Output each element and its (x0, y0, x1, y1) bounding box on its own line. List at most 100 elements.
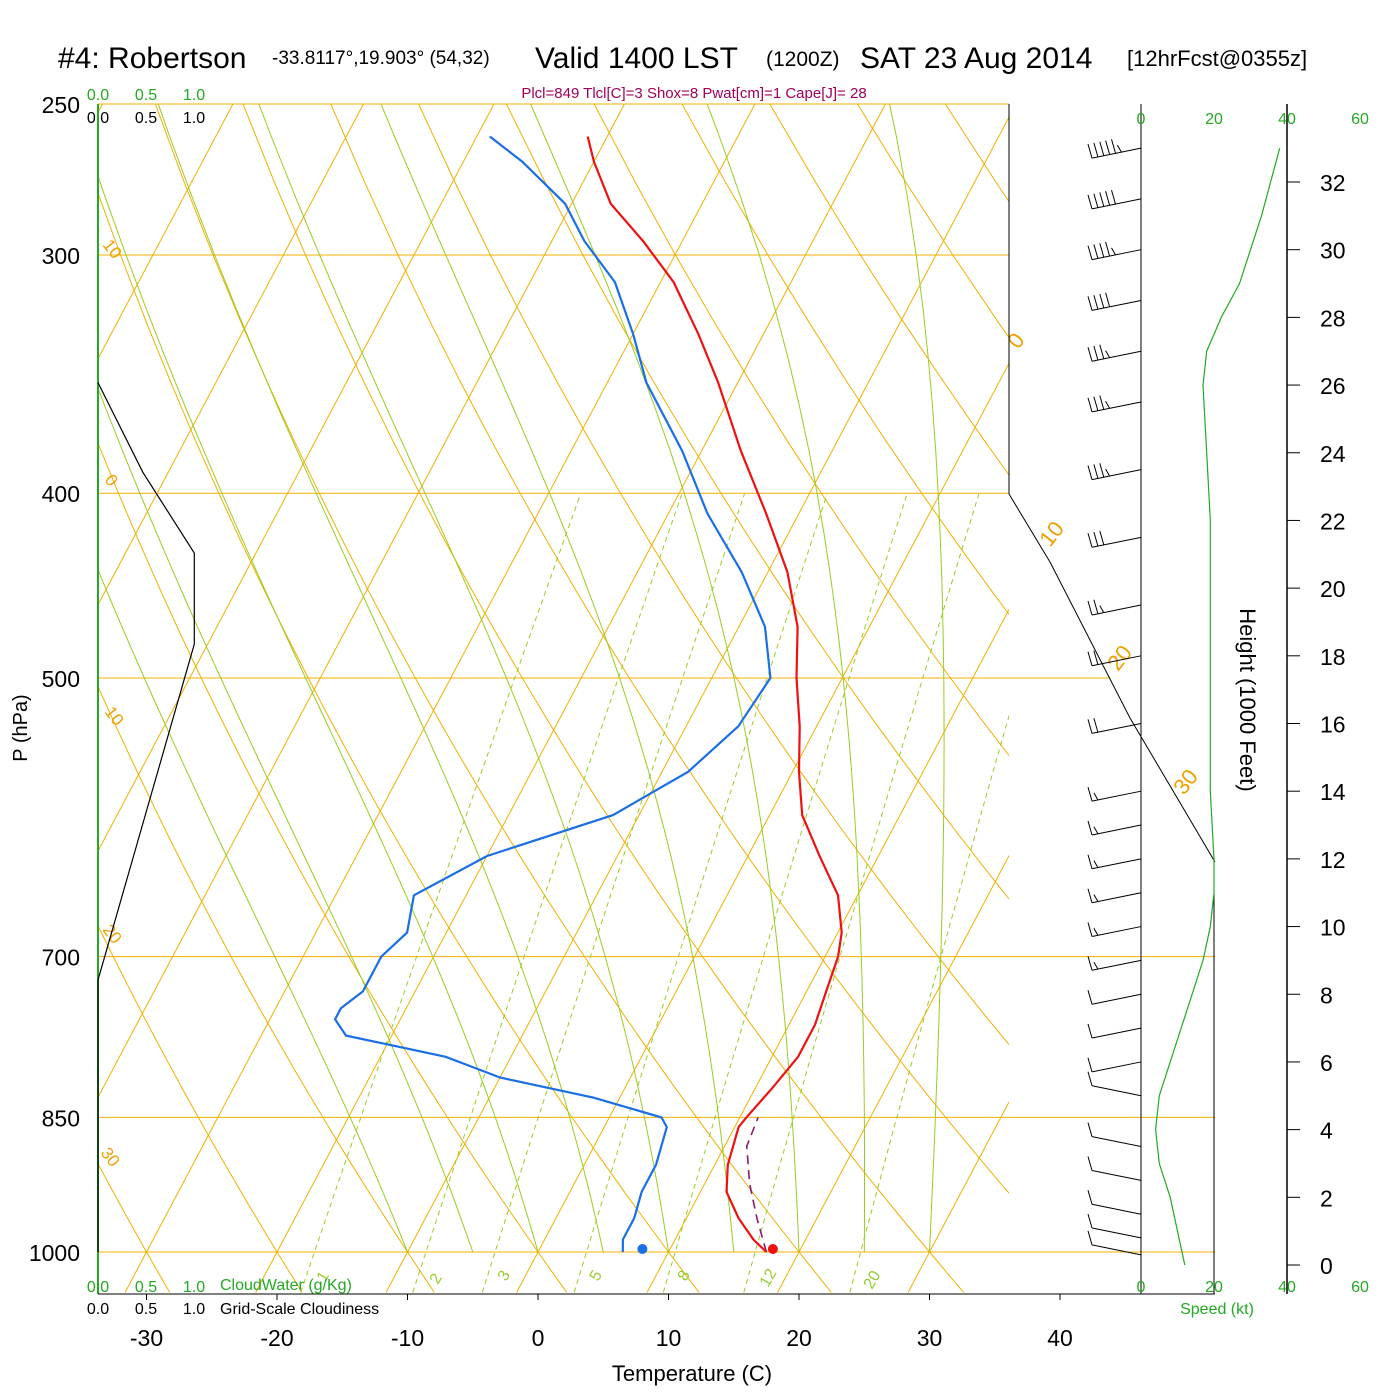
dry-adiabat-line (418, 104, 1009, 1046)
temperature-axis: -30 -20 -10 0 10 20 30 40 (130, 1294, 1073, 1351)
dry-adiabat-line (856, 104, 1009, 339)
height-tick-label: 4 (1320, 1118, 1333, 1144)
wind-barb (1087, 854, 1142, 870)
bottom-cl-label: Grid-Scale Cloudiness (220, 1301, 379, 1318)
top-cw-tick: 0.5 (135, 87, 157, 104)
dry-adiabat-line (505, 104, 1009, 900)
height-tick-label: 16 (1320, 712, 1346, 738)
isotherm-labels: 0 10 20 30 (1002, 328, 1203, 799)
isotherm-label: 30 (1168, 764, 1203, 799)
bottom-cw-tick: 1.0 (183, 1279, 205, 1296)
isotherm-line (777, 854, 1009, 1293)
dry-adiabat-labels: 10 0 10 20 30 (97, 236, 128, 1171)
height-tick-label: 30 (1320, 238, 1346, 264)
temperature-tick-label: 30 (917, 1325, 943, 1351)
bottom-cl-tick: 0.5 (135, 1301, 157, 1318)
height-tick-label: 18 (1320, 644, 1346, 670)
moist-adiabat-line (98, 386, 474, 1253)
speed-tick-label-bottom: 60 (1351, 1279, 1369, 1296)
bottom-cw-tick: 0.5 (135, 1279, 157, 1296)
mixing-ratio-line (743, 494, 980, 1293)
moist-adiabat-line (157, 104, 604, 1253)
title: #4: Robertson -33.8117°,19.903° (54,32) … (58, 42, 1307, 75)
speed-tick-label-top: 0 (1137, 111, 1146, 128)
pressure-tick-label: 500 (42, 666, 80, 692)
height-tick-label: 0 (1320, 1253, 1333, 1279)
wind-barb (1087, 1023, 1142, 1039)
isotherm-label: 0 (1002, 328, 1029, 353)
dry-adiabat-line (681, 104, 1009, 616)
height-tick-label: 10 (1320, 915, 1346, 941)
wind-barb (1087, 1156, 1142, 1181)
dewpoint-profile-line (333, 135, 772, 1253)
wind-barb (1087, 1122, 1142, 1148)
moist-adiabat-line (888, 104, 945, 1253)
wind-barb (1087, 599, 1142, 616)
isotherms (0, 0, 1009, 1293)
moist-adiabat-line (380, 104, 735, 1253)
dry-adiabat-line (769, 104, 1009, 476)
top-cw-tick: 1.0 (183, 87, 205, 104)
bottom-cl-tick: 1.0 (183, 1301, 205, 1318)
mixing-ratio-line (481, 494, 745, 1293)
speed-tick-label-top: 40 (1278, 111, 1296, 128)
isotherm-line (98, 104, 365, 606)
speed-tick-label-bottom: 40 (1278, 1279, 1296, 1296)
height-tick-label: 2 (1320, 1185, 1333, 1211)
dry-adiabat-label: 10 (101, 703, 128, 730)
dry-adiabat-line (98, 685, 435, 1293)
title-coords: -33.8117°,19.903° (54,32) (272, 48, 490, 69)
pressure-tick-label: 850 (42, 1105, 80, 1131)
wind-barb (1087, 990, 1142, 1005)
title-valid: Valid 1400 LST (535, 42, 738, 75)
dry-adiabat-line (98, 924, 303, 1293)
bottom-cl-tick: 0.0 (87, 1301, 109, 1318)
top-cl-tick: 0.5 (135, 110, 157, 127)
height-tick-label: 24 (1320, 441, 1346, 467)
isotherm-line (98, 104, 234, 360)
title-utc: (1200Z) (766, 48, 840, 71)
stability-indices: Plcl=849 Tlcl[C]=3 Shox=8 Pwat[cm]=1 Cap… (521, 85, 866, 102)
top-cl-tick: 1.0 (183, 110, 205, 127)
height-tick-label: 6 (1320, 1050, 1333, 1076)
mixing-ratio-line (573, 494, 828, 1293)
moist-adiabat-line (530, 104, 800, 1253)
height-axis-label: Height (1000 Feet) (1235, 608, 1260, 791)
height-tick-label: 28 (1320, 305, 1346, 331)
wind-barb (1087, 650, 1142, 667)
height-tick-label: 12 (1320, 847, 1346, 873)
pressure-tick-label: 400 (42, 481, 80, 507)
wind-barb (1087, 241, 1142, 261)
wind-barb (1087, 888, 1142, 904)
height-tick-label: 22 (1320, 508, 1346, 534)
x-axis-label: Temperature (C) (612, 1361, 772, 1386)
mixing-ratio-labels: 1 2 3 5 8 12 20 (314, 1266, 885, 1292)
moist-adiabat-line (706, 104, 865, 1253)
height-tick-label: 26 (1320, 373, 1346, 399)
isotherm-label: 10 (1034, 516, 1069, 551)
moist-adiabats (98, 104, 945, 1253)
wind-barb (1087, 139, 1142, 159)
wind-barb (1087, 820, 1142, 836)
dry-adiabat-line (330, 104, 1009, 1194)
title-station: #4: Robertson (58, 42, 246, 75)
temperature-tick-label: 10 (656, 1325, 682, 1351)
title-forecast: [12hrFcst@0355z] (1127, 46, 1307, 71)
pressure-tick-label: 700 (42, 945, 80, 971)
top-cw-tick: 0.0 (87, 87, 109, 104)
dry-adiabat-line (593, 104, 1009, 757)
temperature-tick-label: -20 (260, 1325, 293, 1351)
top-cloudiness-scale: 0.0 0.5 1.0 (87, 110, 205, 127)
temperature-tick-label: 0 (532, 1325, 545, 1351)
parcel-profile-line (745, 1117, 768, 1253)
surface-dewpoint-marker (637, 1244, 648, 1254)
wind-speed-profile-line (1154, 148, 1281, 1266)
mixing-ratio-label: 12 (757, 1266, 781, 1290)
isotherm-line (0, 0, 70, 1292)
temperature-tick-label: -30 (130, 1325, 163, 1351)
dry-adiabat-label: 20 (99, 921, 126, 948)
wind-barb (1087, 189, 1142, 210)
